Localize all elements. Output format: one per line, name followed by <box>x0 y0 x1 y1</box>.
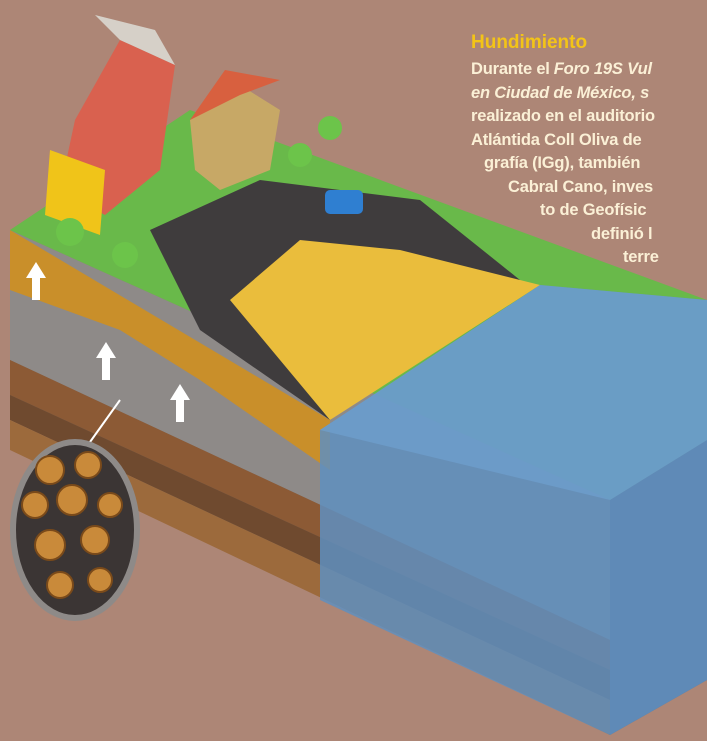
text-span: realizado en el auditorio <box>471 107 655 125</box>
text-line: to de Geofísic <box>540 201 647 220</box>
sand-edge <box>10 230 330 470</box>
text-span: terre <box>623 248 659 266</box>
text-line: Durante el Foro 19S Vul <box>471 60 652 79</box>
rocks <box>21 451 123 599</box>
text-span: Atlántida Coll Oliva de <box>471 130 642 149</box>
tree <box>56 218 84 246</box>
text-line: terre <box>623 248 659 267</box>
text-line: en Ciudad de México, s <box>471 84 649 103</box>
house <box>190 85 280 190</box>
tree <box>318 116 342 140</box>
text-span: en Ciudad de México, s <box>471 83 650 102</box>
text-line: Atlántida Coll Oliva de <box>471 131 642 150</box>
text-span: Cabral Cano, inves <box>508 177 653 196</box>
text-span: to de Geofísic <box>540 201 647 219</box>
arrows <box>26 262 190 422</box>
sand <box>230 240 540 420</box>
text-line: definió l <box>591 224 653 244</box>
water-top <box>320 285 707 500</box>
text-line: Cabral Cano, inves <box>508 178 653 197</box>
text-span: Foro 19S Vul <box>553 60 652 78</box>
text-span: Durante el <box>471 60 550 78</box>
text-span: grafía (IGg), también <box>484 154 641 172</box>
text-line: grafía (IGg), también <box>484 154 640 173</box>
text-span: definió l <box>591 224 653 243</box>
building-base <box>45 150 105 235</box>
text-line: realizado en el auditorio <box>471 107 655 126</box>
tree <box>288 143 312 167</box>
car <box>325 190 363 214</box>
tree <box>112 242 138 268</box>
house-roof <box>190 70 280 120</box>
title: Hundimiento <box>471 32 588 53</box>
roof <box>95 15 175 65</box>
